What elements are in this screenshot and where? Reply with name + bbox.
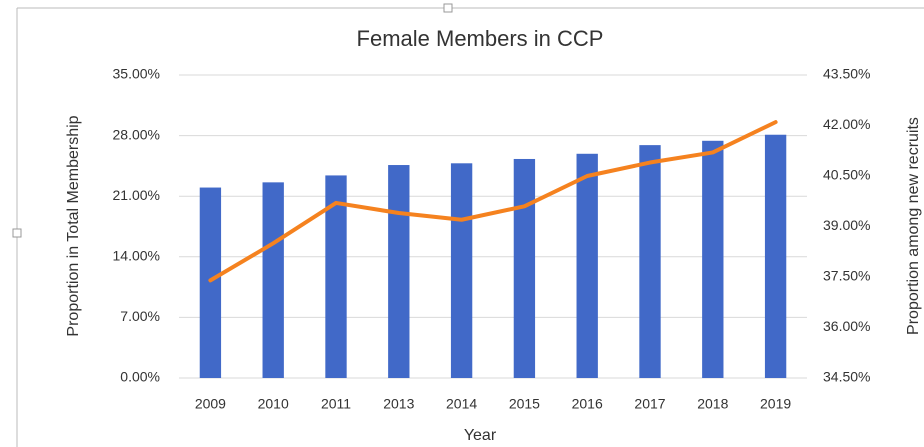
bar	[450, 163, 473, 378]
y2-tick-label: 43.50%	[823, 66, 870, 82]
chart-title: Female Members in CCP	[357, 26, 604, 51]
y2-tick-label: 39.00%	[823, 217, 870, 233]
bar	[199, 187, 222, 378]
x-tick-label: 2018	[697, 396, 728, 412]
y2-tick-label: 36.00%	[823, 318, 870, 334]
y2-axis-label: Proportion among new recruits	[905, 117, 922, 335]
x-axis-label: Year	[464, 427, 497, 444]
bar	[702, 140, 724, 378]
x-tick-label: 2009	[195, 396, 226, 412]
bar	[325, 175, 347, 378]
line	[208, 120, 778, 283]
y-tick-label: 0.00%	[120, 369, 160, 385]
x-tick-label: 2019	[760, 396, 791, 412]
x-tick-label: 2017	[634, 396, 665, 412]
x-tick-label: 2016	[572, 396, 603, 412]
y-tick-label: 14.00%	[113, 248, 160, 264]
y2-tick-label: 34.50%	[823, 369, 870, 385]
x-tick-label: 2014	[446, 396, 477, 412]
bar	[576, 153, 598, 378]
y2-tick-label: 40.50%	[823, 167, 870, 183]
y-tick-label: 7.00%	[120, 308, 160, 324]
bar	[513, 158, 536, 378]
resize-handle[interactable]	[443, 3, 453, 13]
x-tick-label: 2015	[509, 396, 540, 412]
x-tick-label: 2011	[321, 396, 351, 412]
resize-handle[interactable]	[12, 228, 22, 238]
y-axis-label: Proportion in Total Membership	[65, 115, 82, 336]
bar	[388, 165, 410, 378]
y-tick-label: 35.00%	[113, 66, 160, 82]
y2-tick-label: 37.50%	[823, 268, 870, 284]
y2-tick-label: 42.00%	[823, 116, 870, 132]
y-tick-label: 21.00%	[113, 187, 160, 203]
y-tick-label: 28.00%	[113, 126, 160, 142]
x-tick-label: 2013	[383, 396, 414, 412]
x-tick-label: 2010	[258, 396, 289, 412]
bar	[764, 134, 787, 378]
bar	[262, 182, 284, 378]
bar	[639, 145, 661, 378]
